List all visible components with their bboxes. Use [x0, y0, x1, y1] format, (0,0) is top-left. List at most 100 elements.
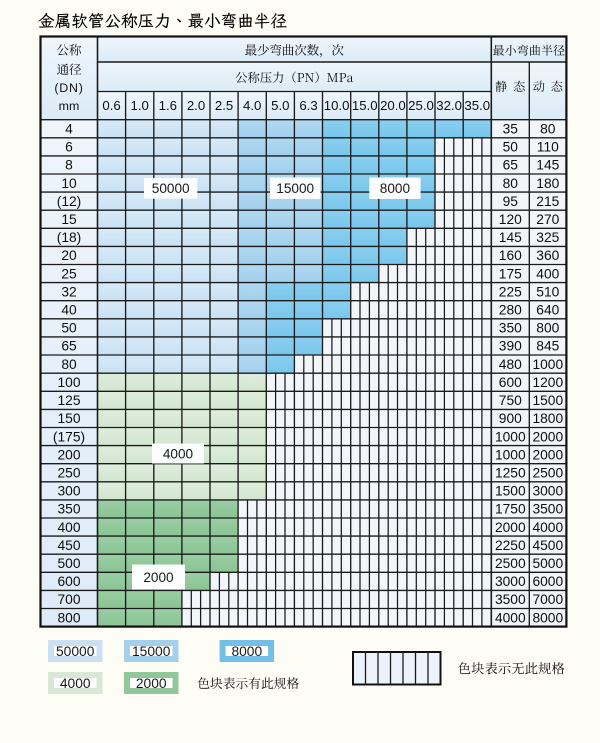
svg-text:5000: 5000 — [532, 556, 563, 571]
svg-text:1000: 1000 — [495, 447, 526, 462]
svg-text:10: 10 — [61, 176, 77, 191]
svg-text:180: 180 — [536, 176, 559, 191]
svg-text:1000: 1000 — [532, 357, 563, 372]
svg-text:215: 215 — [536, 194, 559, 209]
svg-text:32: 32 — [61, 284, 76, 299]
svg-text:4000: 4000 — [163, 446, 194, 461]
svg-text:225: 225 — [499, 284, 522, 299]
svg-text:800: 800 — [57, 610, 80, 625]
svg-text:20: 20 — [61, 248, 77, 263]
svg-text:640: 640 — [536, 303, 559, 318]
svg-text:1200: 1200 — [532, 375, 563, 390]
svg-text:270: 270 — [536, 212, 559, 227]
svg-text:600: 600 — [57, 574, 80, 589]
svg-text:6.3: 6.3 — [299, 98, 317, 113]
svg-text:2500: 2500 — [532, 466, 563, 481]
svg-text:280: 280 — [499, 303, 522, 318]
svg-text:700: 700 — [57, 592, 80, 607]
svg-text:80: 80 — [540, 122, 556, 137]
svg-text:4000: 4000 — [532, 520, 563, 535]
svg-text:1000: 1000 — [495, 429, 526, 444]
svg-text:3000: 3000 — [495, 574, 526, 589]
svg-text:3500: 3500 — [495, 592, 526, 607]
svg-text:95: 95 — [503, 194, 519, 209]
svg-text:mm: mm — [59, 99, 80, 113]
svg-text:80: 80 — [61, 357, 77, 372]
svg-text:400: 400 — [57, 520, 80, 535]
svg-text:15: 15 — [61, 212, 77, 227]
svg-text:80: 80 — [503, 176, 519, 191]
svg-text:325: 325 — [536, 230, 559, 245]
svg-text:175: 175 — [499, 266, 522, 281]
svg-text:4.0: 4.0 — [243, 98, 261, 113]
svg-text:145: 145 — [499, 230, 522, 245]
svg-text:32.0: 32.0 — [436, 98, 462, 113]
svg-text:65: 65 — [61, 339, 77, 354]
svg-text:8: 8 — [65, 158, 73, 173]
svg-text:2000: 2000 — [532, 429, 563, 444]
svg-text:2250: 2250 — [495, 538, 526, 553]
svg-text:15.0: 15.0 — [352, 98, 378, 113]
svg-text:(DN): (DN) — [54, 81, 83, 95]
svg-text:1750: 1750 — [495, 502, 526, 517]
svg-text:2000: 2000 — [495, 520, 526, 535]
svg-text:2000: 2000 — [532, 447, 563, 462]
svg-text:3000: 3000 — [532, 484, 563, 499]
svg-text:6000: 6000 — [532, 574, 563, 589]
svg-text:120: 120 — [499, 212, 522, 227]
svg-text:35.0: 35.0 — [464, 98, 490, 113]
svg-text:160: 160 — [499, 248, 522, 263]
svg-text:2.0: 2.0 — [187, 98, 205, 113]
svg-text:350: 350 — [499, 321, 522, 336]
svg-text:2000: 2000 — [136, 676, 167, 691]
svg-text:6: 6 — [65, 140, 73, 155]
svg-text:4: 4 — [65, 122, 73, 137]
svg-text:(18): (18) — [57, 230, 82, 245]
svg-text:20.0: 20.0 — [380, 98, 406, 113]
svg-text:450: 450 — [57, 538, 80, 553]
svg-text:110: 110 — [537, 140, 559, 155]
svg-text:510: 510 — [536, 284, 559, 299]
svg-text:8000: 8000 — [532, 610, 563, 625]
svg-text:900: 900 — [499, 411, 522, 426]
svg-text:3500: 3500 — [532, 502, 563, 517]
svg-text:200: 200 — [57, 447, 80, 462]
svg-text:125: 125 — [57, 393, 80, 408]
svg-text:1500: 1500 — [495, 484, 526, 499]
svg-text:25: 25 — [61, 266, 77, 281]
svg-text:1.0: 1.0 — [131, 98, 149, 113]
svg-text:845: 845 — [536, 339, 559, 354]
svg-text:150: 150 — [57, 411, 80, 426]
svg-text:15000: 15000 — [276, 181, 314, 196]
svg-text:50000: 50000 — [56, 644, 95, 659]
svg-text:4000: 4000 — [495, 610, 526, 625]
svg-text:50: 50 — [61, 321, 77, 336]
svg-text:390: 390 — [499, 339, 522, 354]
svg-text:480: 480 — [499, 357, 522, 372]
svg-text:100: 100 — [57, 375, 80, 390]
svg-text:25.0: 25.0 — [408, 98, 434, 113]
svg-text:50000: 50000 — [152, 181, 190, 196]
svg-text:360: 360 — [536, 248, 559, 263]
svg-text:500: 500 — [57, 556, 80, 571]
svg-text:50: 50 — [503, 140, 519, 155]
svg-text:15000: 15000 — [132, 644, 171, 659]
svg-text:350: 350 — [57, 502, 80, 517]
svg-text:800: 800 — [536, 321, 559, 336]
svg-text:0.6: 0.6 — [102, 98, 120, 113]
svg-text:(12): (12) — [57, 194, 82, 209]
svg-text:400: 400 — [536, 266, 559, 281]
svg-text:2000: 2000 — [143, 570, 174, 585]
svg-text:2500: 2500 — [495, 556, 526, 571]
svg-text:4500: 4500 — [532, 538, 563, 553]
svg-text:145: 145 — [536, 158, 559, 173]
svg-text:65: 65 — [503, 158, 519, 173]
svg-text:1500: 1500 — [532, 393, 563, 408]
svg-text:2.5: 2.5 — [215, 98, 233, 113]
svg-text:1250: 1250 — [495, 466, 526, 481]
svg-text:1800: 1800 — [532, 411, 563, 426]
svg-text:1.6: 1.6 — [159, 98, 177, 113]
svg-text:750: 750 — [499, 393, 522, 408]
svg-text:8000: 8000 — [231, 644, 262, 659]
svg-text:10.0: 10.0 — [324, 98, 350, 113]
